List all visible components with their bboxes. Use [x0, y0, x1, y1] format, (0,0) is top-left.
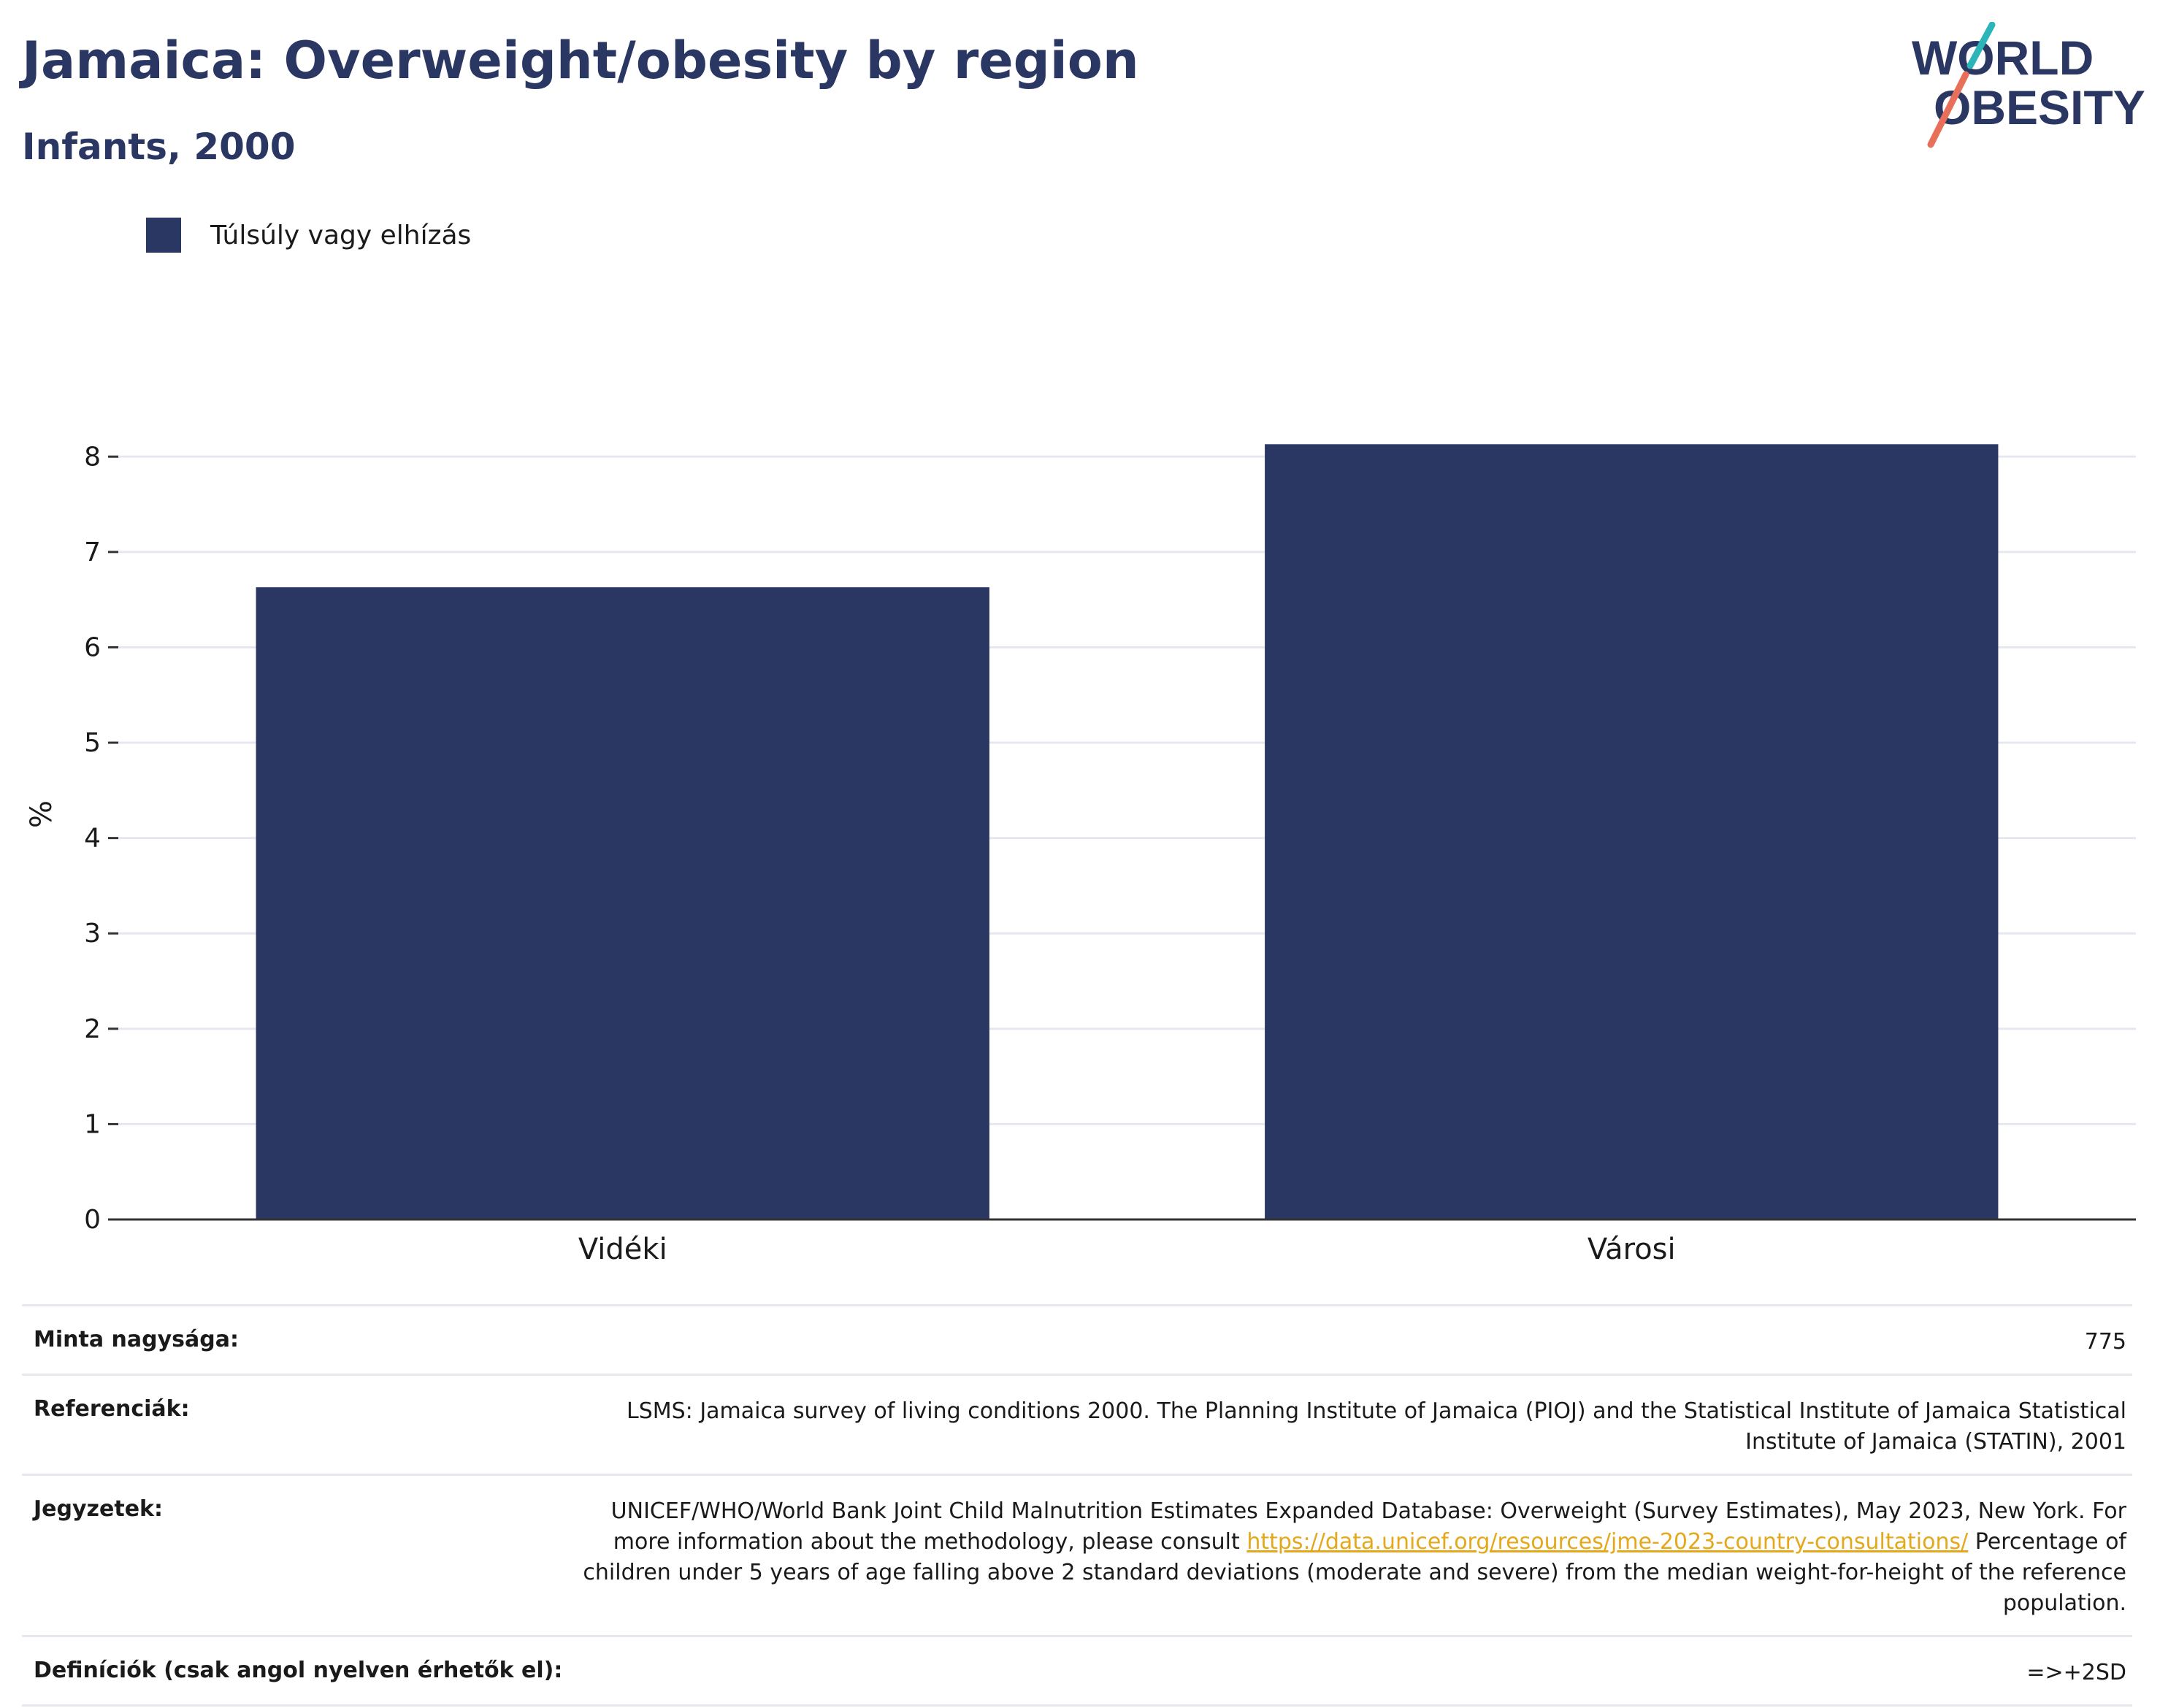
notes-text-2: Percentage of children under 5 years of … [583, 1529, 2126, 1616]
references-label: Referenciák: [34, 1396, 190, 1422]
world-obesity-logo: WORLD OBESITY [1912, 22, 2145, 148]
y-tick-label: 5 [84, 728, 101, 758]
definitions-label: Definíciók (csak angol nyelven érhetők e… [34, 1658, 563, 1683]
chart-subtitle: Infants, 2000 [22, 126, 296, 168]
y-tick-label: 4 [84, 824, 101, 854]
bar-chart: 0 1 2 3 4 5 6 7 8 Vidéki Városi% [25, 442, 2136, 1266]
x-tick-label: Vidéki [578, 1233, 667, 1266]
y-tick-label: 7 [84, 537, 101, 567]
y-tick-label: 0 [84, 1205, 101, 1235]
sample-size-value: 775 [2084, 1329, 2126, 1355]
y-tick-label: 2 [84, 1014, 101, 1044]
bar [1265, 444, 1999, 1219]
y-tick-label: 6 [84, 632, 101, 662]
notes-value: UNICEF/WHO/World Bank Joint Child Malnut… [556, 1496, 2132, 1619]
notes-row: Jegyzetek: UNICEF/WHO/World Bank Joint C… [22, 1474, 2132, 1635]
sample-size-row: Minta nagysága: 775 [22, 1304, 2132, 1374]
metadata-table: Minta nagysága: 775 Referenciák: LSMS: J… [22, 1304, 2132, 1707]
references-row: Referenciák: LSMS: Jamaica survey of liv… [22, 1374, 2132, 1474]
notes-link[interactable]: https://data.unicef.org/resources/jme-20… [1246, 1529, 1969, 1555]
notes-text-1: UNICEF/WHO/World Bank Joint Child Malnut… [610, 1498, 2126, 1555]
references-value: LSMS: Jamaica survey of living condition… [627, 1398, 2126, 1455]
logo-word-2: OBESITY [1934, 80, 2145, 134]
x-tick-label: Városi [1588, 1233, 1676, 1266]
notes-label: Jegyzetek: [34, 1496, 163, 1522]
logo-slash-teal [1966, 22, 1996, 69]
logo-slash-coral [1927, 71, 1969, 148]
bar [256, 587, 989, 1219]
chart-title: Jamaica: Overweight/obesity by region [22, 31, 1139, 91]
legend-label: Túlsúly vagy elhízás [210, 220, 472, 250]
definitions-value: =>+2SD [2026, 1660, 2126, 1685]
y-tick-label: 8 [84, 442, 101, 472]
y-axis-label: % [25, 800, 58, 828]
legend[interactable]: Túlsúly vagy elhízás [146, 218, 471, 253]
legend-swatch [146, 218, 181, 253]
logo-word-1: WORLD [1912, 31, 2094, 85]
y-tick-label: 1 [84, 1109, 101, 1139]
sample-size-label: Minta nagysága: [34, 1327, 239, 1352]
y-tick-label: 3 [84, 919, 101, 949]
definitions-row: Definíciók (csak angol nyelven érhetők e… [22, 1635, 2132, 1707]
